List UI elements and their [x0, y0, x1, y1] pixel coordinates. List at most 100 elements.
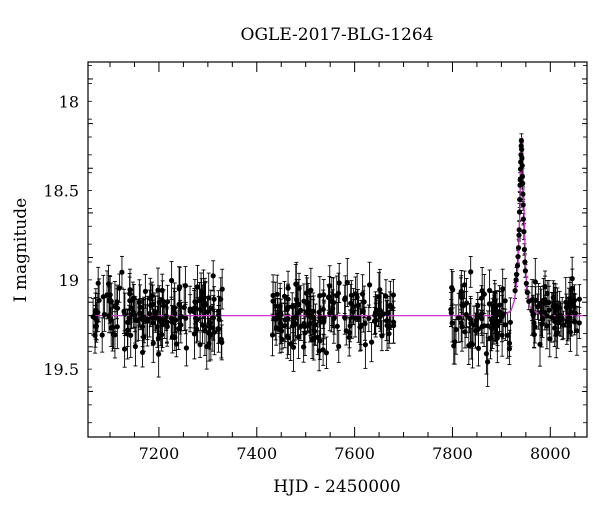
data-point — [290, 344, 297, 350]
data-point — [159, 332, 165, 338]
data-point — [302, 323, 308, 330]
data-point — [147, 311, 153, 317]
data-point — [302, 330, 308, 336]
x-tick-label: 7400 — [236, 444, 277, 463]
data-point — [383, 293, 389, 299]
data-point — [140, 349, 146, 355]
data-point — [172, 305, 178, 311]
data-point — [327, 283, 333, 289]
data-point — [544, 290, 550, 297]
data-point — [191, 305, 197, 311]
data-point — [514, 263, 521, 269]
data-point — [522, 259, 528, 265]
data-point — [360, 291, 366, 297]
data-point — [546, 299, 552, 306]
data-point — [197, 342, 203, 348]
data-point — [106, 313, 112, 319]
data-point — [574, 328, 580, 334]
data-point — [520, 216, 527, 222]
data-point — [298, 323, 304, 329]
data-point — [108, 325, 114, 331]
data-point — [513, 277, 519, 283]
data-point — [210, 273, 216, 279]
data-point — [320, 306, 326, 312]
data-point — [318, 319, 324, 325]
x-tick-label: 7600 — [334, 444, 375, 463]
data-point — [127, 291, 133, 297]
data-point — [515, 254, 521, 260]
data-point — [386, 331, 392, 337]
data-point — [99, 332, 105, 338]
data-point — [206, 341, 212, 347]
data-point — [505, 332, 511, 338]
data-point — [192, 299, 198, 305]
x-axis-label: HJD - 2450000 — [273, 477, 401, 497]
data-point — [512, 288, 518, 294]
data-point — [177, 284, 183, 290]
data-point — [552, 318, 558, 325]
data-point — [342, 314, 348, 321]
data-point — [317, 293, 323, 299]
data-point — [161, 303, 167, 309]
data-point — [144, 318, 150, 324]
data-point — [367, 282, 373, 288]
data-point — [458, 288, 464, 295]
data-point — [342, 296, 348, 302]
data-point — [198, 295, 204, 301]
data-point — [348, 292, 354, 298]
data-point — [452, 339, 458, 345]
data-point — [293, 281, 299, 287]
data-point — [279, 336, 285, 342]
data-point — [335, 290, 341, 296]
data-point — [272, 303, 278, 309]
data-point — [204, 309, 211, 315]
data-point — [356, 315, 362, 321]
data-point — [475, 314, 481, 320]
data-point — [139, 324, 146, 330]
data-point — [320, 347, 326, 353]
data-point — [330, 300, 337, 306]
data-point — [187, 306, 193, 312]
data-point — [211, 329, 218, 335]
data-point — [502, 298, 508, 304]
data-point — [550, 303, 556, 310]
data-point — [101, 311, 107, 318]
data-point — [485, 359, 491, 365]
data-point — [199, 289, 205, 295]
data-point — [142, 288, 148, 294]
data-point — [369, 339, 375, 345]
data-point — [95, 280, 101, 286]
data-point — [376, 294, 382, 300]
data-point — [566, 323, 572, 329]
data-point — [544, 313, 550, 319]
data-point — [162, 317, 168, 323]
data-point — [462, 329, 468, 335]
data-point — [515, 245, 522, 251]
data-point — [108, 317, 114, 323]
data-point — [107, 298, 113, 304]
data-point — [497, 302, 503, 308]
data-point — [288, 341, 294, 347]
data-point — [296, 334, 302, 340]
data-point — [472, 328, 479, 334]
data-point — [112, 332, 118, 338]
data-point — [361, 299, 367, 305]
data-point — [569, 276, 575, 282]
data-point — [308, 287, 314, 293]
data-point — [329, 309, 335, 315]
data-point — [377, 287, 383, 293]
data-point — [347, 323, 353, 329]
data-point — [132, 317, 138, 323]
data-point — [95, 309, 101, 316]
data-point — [535, 304, 541, 310]
data-point — [298, 307, 304, 313]
data-point — [270, 292, 276, 299]
data-point — [158, 319, 164, 325]
data-point — [215, 326, 221, 332]
data-point — [571, 319, 578, 325]
data-point — [516, 209, 523, 215]
data-point — [567, 295, 573, 301]
plot-frame — [87, 61, 588, 438]
data-point — [355, 302, 361, 309]
data-point — [127, 298, 133, 304]
